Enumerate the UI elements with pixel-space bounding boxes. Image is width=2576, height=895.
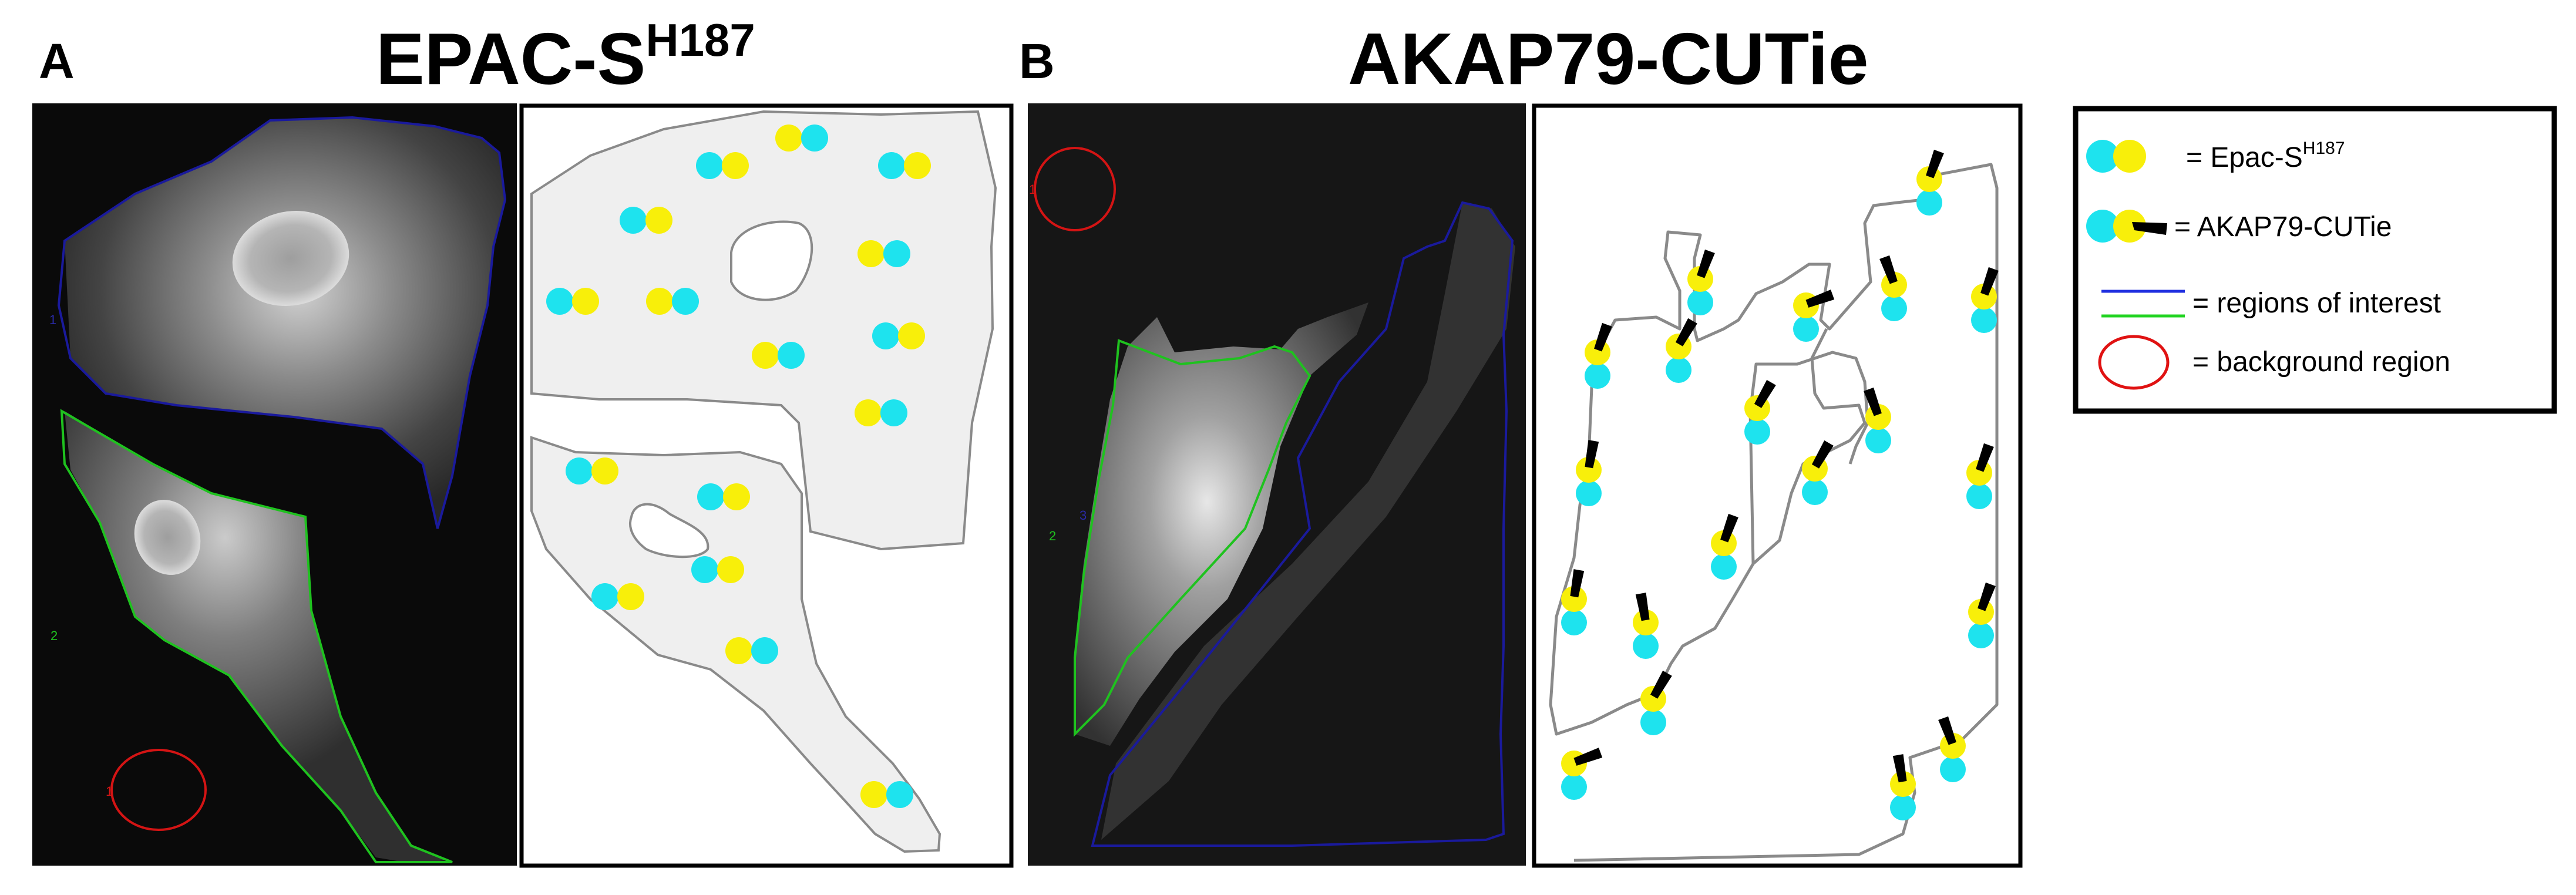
akap-sensor-icon xyxy=(1576,440,1602,506)
legend-background-label: = background region xyxy=(2192,346,2450,378)
akap-sensor-icon xyxy=(1916,149,1944,216)
akap-sensor-icon xyxy=(2086,210,2167,243)
epac-sensor-icon xyxy=(2086,140,2146,173)
akap-sensor-icon xyxy=(1864,387,1891,453)
roi-label-b-blue: 3 xyxy=(1080,508,1087,523)
roi-blue-b xyxy=(1091,201,1514,847)
cell-a1-nucleus xyxy=(232,211,349,306)
akap-sensor-icon xyxy=(1890,754,1916,820)
roi-label-a-red: 1 xyxy=(106,784,113,799)
akap-sensor-icon xyxy=(1744,379,1776,445)
akap-sensor-icon xyxy=(1966,443,1994,509)
cell-a1-fluorescence xyxy=(65,117,505,529)
epac-sensor-icon xyxy=(860,781,913,808)
roi-label-a-green: 2 xyxy=(51,628,58,643)
legend-epac-label: = Epac-S xyxy=(2186,142,2303,173)
micrograph-a: 1 2 1 xyxy=(32,103,517,866)
panel-b-title: AKAP79-CUTie xyxy=(1348,19,1869,100)
epac-sensor-icon xyxy=(566,457,618,484)
roi-label-a-blue: 1 xyxy=(49,312,56,327)
akap-sensor-icon xyxy=(1585,322,1612,389)
epac-sensor-icon xyxy=(546,288,599,315)
legend-epac-sup: H187 xyxy=(2303,139,2345,158)
epac-sensor-icon xyxy=(691,556,744,583)
akap-sensor-icon xyxy=(1802,440,1834,505)
epac-sensor-icon xyxy=(775,125,828,152)
epac-sensor-icon xyxy=(697,483,750,510)
epac-sensor-icon xyxy=(725,637,778,664)
roi-line-icon xyxy=(2101,290,2185,318)
roi-red-b xyxy=(1034,147,1116,231)
roi-green-a xyxy=(60,409,453,863)
akap-sensor-icon xyxy=(1687,249,1715,315)
epac-sensor-icon xyxy=(857,240,910,267)
akap-sensor-icon xyxy=(1938,716,1966,782)
epac-sensor-icon xyxy=(696,152,749,179)
epac-sensor-icon xyxy=(855,399,907,426)
akap-sensor-icon xyxy=(1971,267,1999,333)
akap-sensor-icon xyxy=(1793,290,1835,342)
schematic-a-hole-top xyxy=(730,220,813,301)
akap-sensor-icon xyxy=(1561,569,1587,635)
epac-sensor-icon xyxy=(752,342,805,369)
akap-sensor-group xyxy=(1561,149,1999,820)
panel-a-title: EPAC-SH187 xyxy=(376,14,755,100)
roi-label-b-red: 1 xyxy=(1029,182,1036,197)
akap-sensor-icon xyxy=(1640,670,1672,735)
panel-a-letter: A xyxy=(39,33,75,89)
background-circle-icon xyxy=(2098,335,2170,390)
roi-label-b-green: 2 xyxy=(1049,529,1056,543)
akap-sensor-icon xyxy=(1633,593,1659,659)
akap-sensor-icon xyxy=(1666,318,1697,383)
schematic-a-hole-bottom xyxy=(629,503,709,558)
akap-sensor-icon xyxy=(1879,255,1907,321)
epac-sensor-icon xyxy=(872,322,925,349)
epac-sensor-group xyxy=(546,125,931,808)
cell-a2-nucleus xyxy=(134,500,201,575)
micrograph-b: 1 2 3 xyxy=(1028,103,1526,866)
legend-roi-label: = regions of interest xyxy=(2192,288,2441,319)
akap-sensor-icon xyxy=(1968,582,1996,648)
schematic-b xyxy=(1532,103,2023,868)
epac-sensor-icon xyxy=(878,152,931,179)
epac-sensor-icon xyxy=(646,288,699,315)
legend-akap-label: = AKAP79-CUTie xyxy=(2174,211,2392,243)
legend: = Epac-SH187 = AKAP79-CUTie = regions of… xyxy=(2073,106,2557,414)
legend-epac: = Epac-SH187 xyxy=(2186,139,2345,173)
panel-a-title-main: EPAC-S xyxy=(376,19,645,100)
panel-a-title-sup: H187 xyxy=(645,14,755,66)
akap-sensor-icon xyxy=(1561,748,1603,800)
cell-b-background-cell xyxy=(1101,203,1515,840)
schematic-a xyxy=(519,103,1014,868)
roi-green-b xyxy=(1074,339,1311,737)
roi-red-a xyxy=(110,749,207,831)
epac-sensor-icon xyxy=(620,207,672,234)
roi-blue-a xyxy=(57,116,507,529)
epac-sensor-icon xyxy=(591,583,644,610)
akap-sensor-icon xyxy=(1711,513,1738,580)
panel-b-letter: B xyxy=(1019,33,1055,89)
